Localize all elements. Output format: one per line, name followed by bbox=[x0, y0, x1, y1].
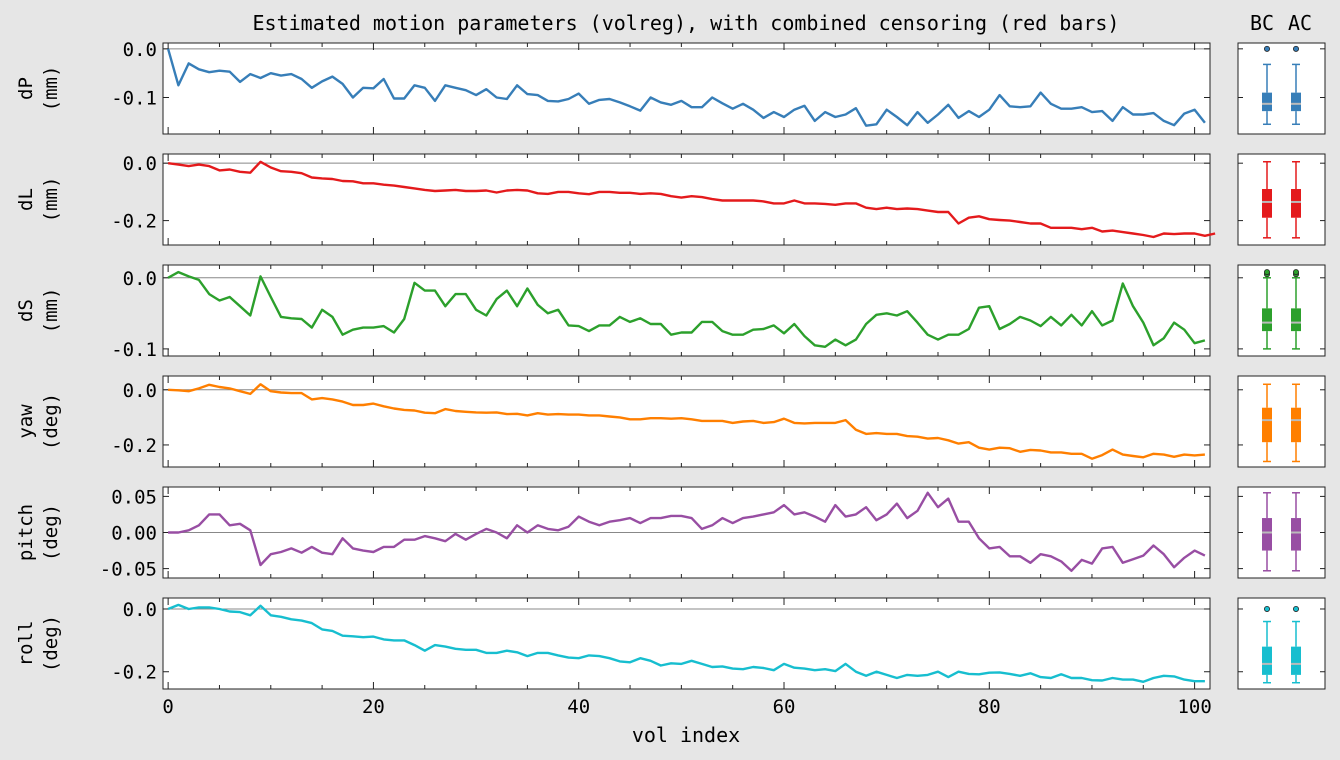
series-line-yaw bbox=[168, 383, 1205, 460]
boxplot-area bbox=[1237, 597, 1326, 690]
x-tick-label: 60 bbox=[773, 696, 796, 718]
ac-outlier bbox=[1293, 45, 1300, 52]
series-line-pitch bbox=[168, 491, 1206, 572]
y-tick-label: -0.1 bbox=[111, 88, 157, 110]
y-tick-label: 0.0 bbox=[123, 599, 157, 621]
ac-box bbox=[1291, 407, 1301, 443]
plot-area bbox=[162, 264, 1211, 357]
x-tick-label: 80 bbox=[978, 696, 1001, 718]
y-tick-label: -0.1 bbox=[111, 339, 157, 361]
bc-box bbox=[1262, 518, 1272, 551]
y-axis-unit: (mm) bbox=[40, 177, 62, 223]
y-axis-unit: (deg) bbox=[40, 615, 62, 672]
plot-area bbox=[162, 153, 1211, 246]
bc-box bbox=[1262, 308, 1272, 332]
y-axis-label: dL bbox=[15, 188, 37, 211]
ac-box bbox=[1291, 308, 1301, 332]
y-tick-label: 0.0 bbox=[123, 268, 157, 290]
ac-outlier bbox=[1293, 269, 1300, 276]
x-tick-label: 0 bbox=[162, 696, 173, 718]
y-tick-label: -0.2 bbox=[111, 211, 157, 233]
ac-outlier bbox=[1293, 605, 1300, 612]
y-axis-unit: (deg) bbox=[40, 393, 62, 450]
panel-pitch: 0.05 0.00 -0.05 pitch (deg) bbox=[15, 486, 1326, 581]
panel-yaw: 0.0 -0.2 yaw (deg) bbox=[15, 375, 1326, 468]
boxplot-area bbox=[1237, 42, 1326, 135]
x-axis-label: vol index bbox=[632, 723, 740, 747]
plot-area bbox=[162, 42, 1211, 135]
ac-box bbox=[1291, 646, 1301, 675]
boxplot-label-ac: AC bbox=[1288, 11, 1312, 35]
boxplot-area bbox=[1237, 153, 1326, 246]
ac-box bbox=[1291, 518, 1301, 551]
boxplot-label-bc: BC bbox=[1250, 11, 1274, 35]
y-tick-label: 0.05 bbox=[111, 486, 157, 508]
panel-dP: 0.0 -0.1 dP (mm) bbox=[15, 39, 1326, 135]
series-line-dL bbox=[167, 160, 1216, 239]
boxplot-area bbox=[1237, 264, 1326, 357]
bc-box bbox=[1262, 646, 1272, 675]
boxplot-area bbox=[1237, 375, 1326, 468]
y-axis-unit: (mm) bbox=[40, 66, 62, 112]
x-tick-label: 20 bbox=[362, 696, 385, 718]
y-axis-unit: (deg) bbox=[40, 504, 62, 561]
panel-roll: 0.0 -0.2 roll (deg) 0 20 40 60 80 100 bbox=[15, 597, 1326, 718]
ac-box bbox=[1291, 189, 1301, 218]
bc-outlier bbox=[1264, 45, 1271, 52]
series-line-dS bbox=[167, 270, 1206, 348]
bc-box bbox=[1262, 189, 1272, 218]
y-tick-label: -0.2 bbox=[111, 662, 157, 684]
y-axis-label: yaw bbox=[15, 404, 37, 439]
bc-outlier bbox=[1264, 269, 1271, 276]
panel-dS: 0.0 -0.1 dS (mm) bbox=[15, 264, 1326, 361]
boxplot-area bbox=[1237, 486, 1326, 579]
y-axis-label: dS bbox=[15, 299, 37, 322]
y-axis-label: pitch bbox=[15, 504, 37, 561]
panel-dL: 0.0 -0.2 dL (mm) bbox=[15, 153, 1326, 246]
bc-box bbox=[1262, 92, 1272, 112]
ac-box bbox=[1291, 92, 1301, 112]
y-axis-label: dP bbox=[15, 77, 37, 100]
y-tick-label: 0.0 bbox=[123, 39, 157, 61]
plot-area bbox=[162, 597, 1211, 690]
x-tick-label: 100 bbox=[1177, 696, 1211, 718]
x-tick-label: 40 bbox=[567, 696, 590, 718]
bc-box bbox=[1262, 407, 1272, 443]
y-tick-label: -0.05 bbox=[100, 559, 157, 581]
bc-outlier bbox=[1264, 605, 1271, 612]
y-tick-label: -0.2 bbox=[111, 435, 157, 457]
y-tick-label: 0.00 bbox=[111, 523, 157, 545]
y-axis-unit: (mm) bbox=[40, 288, 62, 334]
panels-group: 0.0-0.1dP (mm)0.0-0.2dL (mm)0.0-0.1dS (mm)0… bbox=[15, 39, 1326, 718]
y-tick-label: 0.0 bbox=[123, 153, 157, 175]
plot-area bbox=[162, 375, 1211, 468]
chart-title: Estimated motion parameters (volreg), wi… bbox=[253, 11, 1120, 35]
series-line-dP bbox=[166, 48, 1206, 127]
y-axis-label: roll bbox=[15, 621, 37, 667]
series-line-roll bbox=[167, 603, 1205, 683]
y-tick-label: 0.0 bbox=[123, 380, 157, 402]
